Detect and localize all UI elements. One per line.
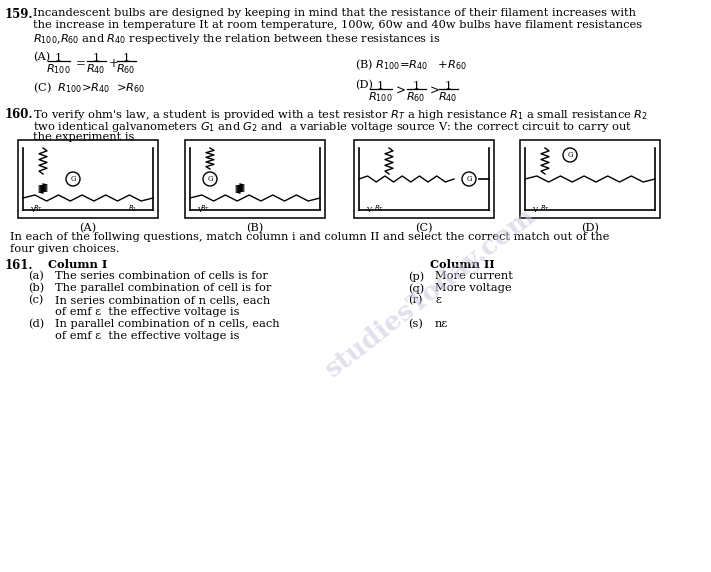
Text: $R_T$: $R_T$	[374, 204, 384, 214]
Text: $R_{100}$,$R_{60}$ and $R_{40}$ respectively the relation between these resistan: $R_{100}$,$R_{60}$ and $R_{40}$ respecti…	[33, 32, 440, 46]
Text: V: V	[533, 206, 538, 214]
Text: The parallel combination of cell is for: The parallel combination of cell is for	[55, 283, 272, 293]
Text: The series combination of cells is for: The series combination of cells is for	[55, 271, 268, 281]
Text: 1: 1	[54, 53, 62, 63]
Text: G: G	[207, 175, 213, 183]
Text: G: G	[567, 151, 573, 159]
Text: In series combination of n cells, each: In series combination of n cells, each	[55, 295, 270, 305]
Text: (s): (s)	[408, 319, 423, 329]
Text: G: G	[70, 175, 76, 183]
Text: 1: 1	[444, 81, 451, 91]
Text: >: >	[430, 85, 440, 98]
Text: (D): (D)	[355, 80, 373, 90]
Text: of emf ε  the effective voltage is: of emf ε the effective voltage is	[55, 331, 240, 341]
Text: $R_{100}$: $R_{100}$	[46, 62, 70, 76]
Text: =: =	[76, 57, 86, 70]
Circle shape	[66, 172, 80, 186]
Text: $R_T$: $R_T$	[200, 204, 210, 214]
Text: More voltage: More voltage	[435, 283, 512, 293]
Text: the increase in temperature It at room temperature, 100w, 60w and 40w bulbs have: the increase in temperature It at room t…	[33, 20, 642, 30]
Text: studiesToday.com: studiesToday.com	[320, 202, 540, 382]
Text: 159.: 159.	[5, 8, 33, 21]
Text: 1: 1	[122, 53, 129, 63]
Text: 160.: 160.	[5, 108, 33, 121]
Text: 1: 1	[412, 81, 419, 91]
Text: (A): (A)	[80, 223, 97, 233]
Text: $R_{60}$: $R_{60}$	[117, 62, 136, 76]
Text: 1: 1	[376, 81, 384, 91]
Text: (C): (C)	[415, 223, 433, 233]
Text: (C)  $R_{100}$>$R_{40}$  >$R_{60}$: (C) $R_{100}$>$R_{40}$ >$R_{60}$	[33, 80, 145, 94]
Text: In each of the follwing questions, match column i and column II and select the c: In each of the follwing questions, match…	[10, 232, 609, 242]
Bar	[18, 140, 158, 218]
Text: Incandescent bulbs are designed by keeping in mind that the resistance of their : Incandescent bulbs are designed by keepi…	[33, 8, 636, 18]
Text: +: +	[109, 57, 119, 70]
Text: (D): (D)	[581, 223, 599, 233]
Text: $R_{60}$: $R_{60}$	[406, 90, 426, 104]
Text: Column I: Column I	[48, 259, 107, 270]
Text: (q): (q)	[408, 283, 424, 293]
Text: V: V	[366, 206, 372, 214]
Text: nε: nε	[435, 319, 448, 329]
Text: (p): (p)	[408, 271, 424, 281]
Text: (c): (c)	[28, 295, 43, 305]
Text: of emf ε  the effective voltage is: of emf ε the effective voltage is	[55, 307, 240, 317]
Text: the experiment is: the experiment is	[33, 132, 134, 142]
Text: (A): (A)	[33, 52, 50, 62]
Text: >: >	[396, 85, 406, 98]
Text: In parallel combination of n cells, each: In parallel combination of n cells, each	[55, 319, 279, 329]
Text: (a): (a)	[28, 271, 44, 281]
Text: 161.: 161.	[5, 259, 33, 272]
Text: $R_{100}$: $R_{100}$	[368, 90, 392, 104]
Bar	[520, 140, 660, 218]
Text: G: G	[466, 175, 472, 183]
Text: $R_T$: $R_T$	[540, 204, 550, 214]
Text: $R_{40}$: $R_{40}$	[86, 62, 106, 76]
Bar	[354, 140, 494, 218]
Text: Column II: Column II	[430, 259, 495, 270]
Circle shape	[462, 172, 476, 186]
Circle shape	[563, 148, 577, 162]
Text: (B): (B)	[246, 223, 264, 233]
Text: (B) $R_{100}$=$R_{40}$   +$R_{60}$: (B) $R_{100}$=$R_{40}$ +$R_{60}$	[355, 57, 467, 72]
Text: To verify ohm's law, a student is provided with a test resistor $R_T$ a high res: To verify ohm's law, a student is provid…	[33, 108, 648, 122]
Text: 1: 1	[92, 53, 100, 63]
Text: V: V	[31, 206, 36, 214]
Text: $R_1$: $R_1$	[128, 204, 138, 214]
Text: More current: More current	[435, 271, 513, 281]
Text: (r): (r)	[408, 295, 422, 305]
Text: four given choices.: four given choices.	[10, 244, 119, 254]
Text: (d): (d)	[28, 319, 44, 329]
Text: (b): (b)	[28, 283, 44, 293]
Text: ε: ε	[435, 295, 441, 305]
Text: V: V	[198, 206, 203, 214]
Bar	[185, 140, 325, 218]
Text: two identical galvanometers $G_1$ and $G_2$ and  a variable voltage source V: th: two identical galvanometers $G_1$ and $G…	[33, 120, 632, 134]
Text: $R_{40}$: $R_{40}$	[438, 90, 458, 104]
Circle shape	[203, 172, 217, 186]
Text: $R_T$: $R_T$	[33, 204, 43, 214]
